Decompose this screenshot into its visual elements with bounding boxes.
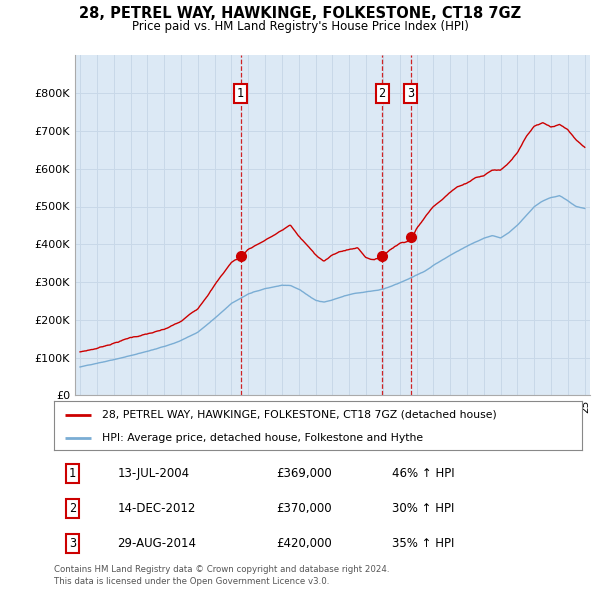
Text: 3: 3 [407, 87, 415, 100]
Text: 30% ↑ HPI: 30% ↑ HPI [392, 502, 454, 515]
Text: 28, PETREL WAY, HAWKINGE, FOLKESTONE, CT18 7GZ: 28, PETREL WAY, HAWKINGE, FOLKESTONE, CT… [79, 6, 521, 21]
Text: This data is licensed under the Open Government Licence v3.0.: This data is licensed under the Open Gov… [54, 577, 329, 586]
Text: 3: 3 [69, 537, 76, 550]
Text: 35% ↑ HPI: 35% ↑ HPI [392, 537, 454, 550]
Text: 1: 1 [69, 467, 76, 480]
Text: £369,000: £369,000 [276, 467, 332, 480]
Text: Price paid vs. HM Land Registry's House Price Index (HPI): Price paid vs. HM Land Registry's House … [131, 20, 469, 33]
Text: Contains HM Land Registry data © Crown copyright and database right 2024.: Contains HM Land Registry data © Crown c… [54, 565, 389, 574]
Text: £370,000: £370,000 [276, 502, 331, 515]
Text: £420,000: £420,000 [276, 537, 332, 550]
Text: 1: 1 [237, 87, 244, 100]
Text: 14-DEC-2012: 14-DEC-2012 [118, 502, 196, 515]
Text: 29-AUG-2014: 29-AUG-2014 [118, 537, 196, 550]
Text: 28, PETREL WAY, HAWKINGE, FOLKESTONE, CT18 7GZ (detached house): 28, PETREL WAY, HAWKINGE, FOLKESTONE, CT… [101, 410, 496, 420]
Text: 13-JUL-2004: 13-JUL-2004 [118, 467, 190, 480]
Text: 46% ↑ HPI: 46% ↑ HPI [392, 467, 455, 480]
Text: 2: 2 [379, 87, 386, 100]
Text: 2: 2 [69, 502, 76, 515]
Text: HPI: Average price, detached house, Folkestone and Hythe: HPI: Average price, detached house, Folk… [101, 433, 422, 443]
